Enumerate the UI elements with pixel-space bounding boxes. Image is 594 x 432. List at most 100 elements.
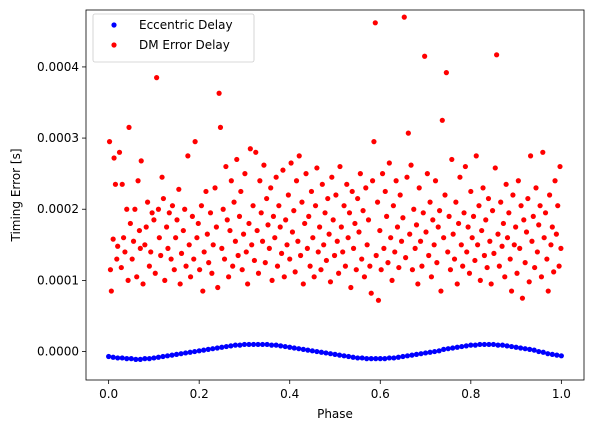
point-dm-error-delay-240 (438, 288, 444, 294)
point-eccentric-delay-79 (463, 343, 469, 349)
x-tick-label-1: 0.2 (190, 387, 209, 401)
point-dm-error-delay-247 (447, 267, 454, 273)
point-dm-error-delay-97 (245, 281, 251, 287)
point-dm-error-delay-275 (485, 195, 492, 202)
point-dm-error-delay-90 (235, 252, 241, 259)
point-dm-error-delay-75 (215, 284, 221, 291)
point-dm-error-delay-258 (462, 163, 468, 170)
point-dm-error-delay-255 (458, 242, 464, 248)
point-dm-error-delay-61 (194, 235, 200, 241)
point-dm-error-delay-48 (174, 217, 180, 223)
point-dm-error-delay-112 (265, 222, 271, 228)
point-dm-error-delay-84 (227, 227, 233, 234)
point-eccentric-delay-93 (527, 346, 533, 352)
point-dm-error-delay-96 (243, 249, 249, 255)
point-dm-error-delay-174 (349, 188, 355, 195)
point-dm-error-delay-156 (325, 195, 331, 202)
point-dm-error-delay-299 (518, 203, 524, 209)
y-tick-label-1: 0.0001 (37, 273, 79, 287)
point-dm-error-delay-131 (291, 208, 297, 214)
point-dm-error-delay-2 (108, 288, 114, 294)
point-eccentric-delay-59 (373, 356, 379, 362)
point-dm-error-delay-100 (249, 242, 255, 248)
point-dm-error-delay-20 (134, 274, 140, 280)
point-dm-error-delay-88 (232, 238, 238, 244)
point-eccentric-delay-30 (241, 341, 248, 348)
point-dm-error-delay-281 (494, 52, 500, 58)
point-eccentric-delay-15 (173, 351, 180, 357)
point-dm-error-delay-12 (122, 249, 128, 255)
x-axis-label: Phase (317, 407, 353, 421)
point-eccentric-delay-97 (545, 351, 551, 357)
point-dm-error-delay-16 (127, 220, 133, 227)
point-dm-error-delay-294 (511, 242, 517, 248)
point-eccentric-delay-12 (160, 353, 166, 360)
point-dm-error-delay-3 (110, 236, 116, 242)
point-eccentric-delay-20 (196, 348, 202, 354)
point-dm-error-delay-25 (140, 281, 146, 287)
x-tick-label-5: 1.0 (552, 387, 571, 401)
point-dm-error-delay-193 (374, 199, 381, 205)
point-eccentric-delay-71 (427, 349, 433, 355)
point-dm-error-delay-250 (451, 256, 458, 262)
point-eccentric-delay-27 (228, 343, 234, 349)
point-dm-error-delay-210 (397, 192, 403, 198)
point-dm-error-delay-246 (446, 213, 452, 219)
point-dm-error-delay-216 (405, 130, 411, 136)
point-dm-error-delay-130 (289, 229, 296, 235)
point-eccentric-delay-61 (382, 356, 388, 362)
point-dm-error-delay-196 (378, 267, 384, 273)
point-dm-error-delay-171 (345, 235, 351, 241)
point-dm-error-delay-266 (473, 153, 479, 159)
point-dm-error-delay-190 (371, 139, 377, 145)
point-dm-error-delay-314 (538, 274, 545, 280)
point-dm-error-delay-260 (465, 224, 471, 230)
point-dm-error-delay-139 (302, 220, 308, 227)
point-dm-error-delay-127 (285, 192, 291, 198)
point-dm-error-delay-59 (191, 256, 197, 262)
point-dm-error-delay-122 (278, 250, 285, 256)
point-dm-error-delay-106 (257, 178, 263, 184)
point-eccentric-delay-42 (296, 346, 302, 352)
point-dm-error-delay-220 (411, 206, 417, 212)
point-dm-error-delay-115 (269, 277, 275, 283)
point-dm-error-delay-136 (297, 252, 304, 259)
point-dm-error-delay-264 (470, 213, 477, 219)
point-dm-error-delay-205 (390, 203, 396, 209)
point-dm-error-delay-34 (154, 75, 160, 81)
point-dm-error-delay-95 (242, 171, 248, 177)
point-dm-error-delay-120 (276, 203, 282, 209)
point-dm-error-delay-89 (234, 156, 240, 163)
point-dm-error-delay-295 (513, 224, 519, 230)
point-dm-error-delay-151 (318, 267, 324, 273)
point-eccentric-delay-76 (450, 345, 456, 351)
point-dm-error-delay-154 (322, 210, 328, 216)
point-dm-error-delay-170 (344, 181, 350, 187)
point-eccentric-delay-73 (436, 348, 442, 354)
point-dm-error-delay-277 (488, 281, 494, 287)
point-dm-error-delay-239 (436, 208, 443, 214)
point-dm-error-delay-152 (319, 181, 325, 187)
point-eccentric-delay-49 (327, 351, 334, 357)
point-eccentric-delay-45 (309, 348, 315, 354)
point-dm-error-delay-98 (246, 220, 252, 227)
point-eccentric-delay-46 (314, 348, 320, 355)
point-dm-error-delay-36 (156, 235, 162, 241)
point-eccentric-delay-77 (454, 344, 460, 350)
point-eccentric-delay-32 (250, 341, 257, 348)
point-eccentric-delay-95 (536, 348, 542, 355)
point-eccentric-delay-66 (404, 353, 411, 359)
point-eccentric-delay-13 (164, 353, 171, 359)
point-eccentric-delay-37 (273, 342, 279, 348)
point-dm-error-delay-312 (536, 222, 542, 228)
point-dm-error-delay-18 (130, 238, 137, 244)
point-eccentric-delay-52 (341, 353, 347, 359)
point-eccentric-delay-19 (192, 348, 198, 355)
point-dm-error-delay-24 (138, 158, 144, 164)
data-points (106, 14, 564, 362)
point-dm-error-delay-167 (340, 249, 346, 255)
y-axis-label: Timing Error [s] (9, 148, 23, 242)
point-dm-error-delay-285 (499, 243, 505, 249)
point-eccentric-delay-69 (418, 351, 424, 357)
